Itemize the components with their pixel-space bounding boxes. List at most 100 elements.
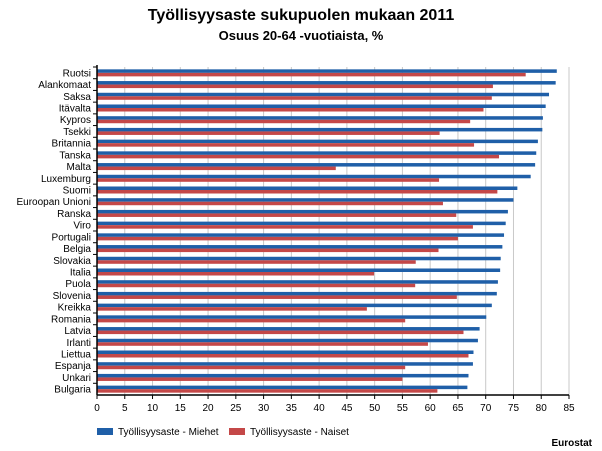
bar-naiset: [97, 131, 440, 135]
bar-miehet: [97, 104, 546, 108]
chart-title: Työllisyysaste sukupuolen mukaan 2011: [148, 7, 455, 24]
x-tick-label: 40: [314, 403, 326, 414]
bar-miehet: [97, 127, 543, 132]
bar-naiset: [97, 295, 457, 299]
bar-naiset: [97, 190, 498, 194]
bar-miehet: [97, 280, 498, 284]
bar-naiset: [97, 178, 440, 182]
category-label: Latvia: [64, 326, 91, 337]
bar-miehet: [97, 256, 501, 261]
x-tick-label: 85: [563, 403, 575, 414]
x-tick-label: 5: [122, 403, 128, 414]
x-tick-label: 55: [397, 403, 409, 414]
legend-label-miehet: Työllisyysaste - Miehet: [118, 427, 219, 438]
category-label: Suomi: [63, 186, 91, 197]
category-label: Tsekki: [63, 127, 91, 138]
axes: 0 5 10 15 20 25 30 35 40 45 50 55 60 65 70 75 80 85 Ruotsi…: [17, 65, 575, 414]
x-tick-label: 15: [175, 403, 187, 414]
bar-naiset: [97, 354, 469, 358]
bar-miehet: [97, 81, 556, 85]
x-tick-label: 30: [258, 403, 270, 414]
legend-label-naiset: Työllisyysaste - Naiset: [250, 427, 349, 438]
bar-miehet: [97, 198, 514, 202]
x-tick-label: 20: [202, 403, 214, 414]
bar-naiset: [97, 283, 416, 288]
category-label: Itävalta: [59, 104, 92, 115]
x-tick-label: 45: [341, 403, 353, 414]
bar-miehet: [97, 245, 503, 249]
bar-naiset: [97, 330, 464, 335]
bar-naiset: [97, 72, 526, 77]
bar-naiset: [97, 248, 439, 253]
x-tick-label: 25: [230, 403, 242, 414]
bar-naiset: [97, 166, 336, 171]
bar-naiset: [97, 84, 493, 89]
chart-subtitle: Osuus 20-64 -vuotiaista, %: [219, 28, 384, 43]
bar-naiset: [97, 389, 438, 393]
x-tick-label: 75: [508, 403, 520, 414]
bar-miehet: [97, 233, 505, 237]
bar-naiset: [97, 377, 403, 381]
bar-naiset: [97, 365, 406, 370]
bar-naiset: [97, 96, 492, 100]
x-tick-label: 60: [425, 403, 437, 414]
bar-miehet: [97, 291, 497, 296]
bar-miehet: [97, 151, 537, 155]
bar-naiset: [97, 225, 473, 229]
x-tick-label: 10: [147, 403, 159, 414]
bar-naiset: [97, 272, 375, 276]
category-label: Tanska: [59, 150, 91, 161]
bar-miehet: [97, 373, 469, 378]
bar-naiset: [97, 318, 406, 323]
category-label: Portugali: [52, 232, 91, 243]
bar-naiset: [97, 307, 367, 311]
bar-naiset: [97, 213, 457, 217]
bar-miehet: [97, 338, 478, 343]
category-label: Viro: [73, 221, 91, 232]
bars: [97, 69, 557, 393]
bar-miehet: [97, 163, 536, 167]
x-tick-label: 70: [480, 403, 492, 414]
bar-miehet: [97, 385, 468, 390]
bar-miehet: [97, 116, 543, 120]
bar-naiset: [97, 143, 475, 147]
x-tick-label: 65: [452, 403, 464, 414]
x-tick-label: 0: [94, 403, 100, 414]
category-label: Italia: [70, 268, 92, 279]
category-label: Liettua: [61, 350, 91, 361]
category-label: Malta: [67, 162, 92, 173]
bar-miehet: [97, 69, 557, 73]
source-label: Eurostat: [551, 438, 592, 449]
category-label: Romania: [51, 314, 91, 325]
category-label: Luxemburg: [41, 174, 91, 185]
bar-miehet: [97, 268, 501, 272]
category-label: Bulgaria: [54, 385, 91, 396]
bar-miehet: [97, 186, 518, 190]
category-label: Belgia: [63, 244, 91, 255]
bar-naiset: [97, 108, 484, 112]
bar-naiset: [97, 342, 428, 346]
bar-miehet: [97, 303, 492, 308]
legend-swatch-naiset: [229, 428, 245, 435]
bar-miehet: [97, 209, 508, 214]
category-label: Kreikka: [58, 303, 92, 314]
bar-miehet: [97, 221, 506, 226]
category-label: Unkari: [62, 373, 91, 384]
bar-miehet: [97, 350, 474, 354]
x-tick-label: 35: [286, 403, 298, 414]
bar-naiset: [97, 201, 443, 206]
bar-miehet: [97, 92, 550, 97]
category-label: Alankomaat: [38, 80, 91, 91]
legend-swatch-miehet: [97, 428, 113, 435]
bar-naiset: [97, 154, 500, 159]
category-label: Ranska: [57, 209, 91, 220]
bar-miehet: [97, 139, 538, 144]
category-label: Puola: [65, 279, 91, 290]
category-label: Slovakia: [53, 256, 91, 267]
x-tick-label: 80: [536, 403, 548, 414]
category-label: Euroopan Unioni: [17, 197, 92, 208]
category-label: Irlanti: [67, 338, 91, 349]
bar-miehet: [97, 327, 480, 331]
legend: Työllisyysaste - Miehet Työllisyysaste - …: [97, 427, 349, 438]
